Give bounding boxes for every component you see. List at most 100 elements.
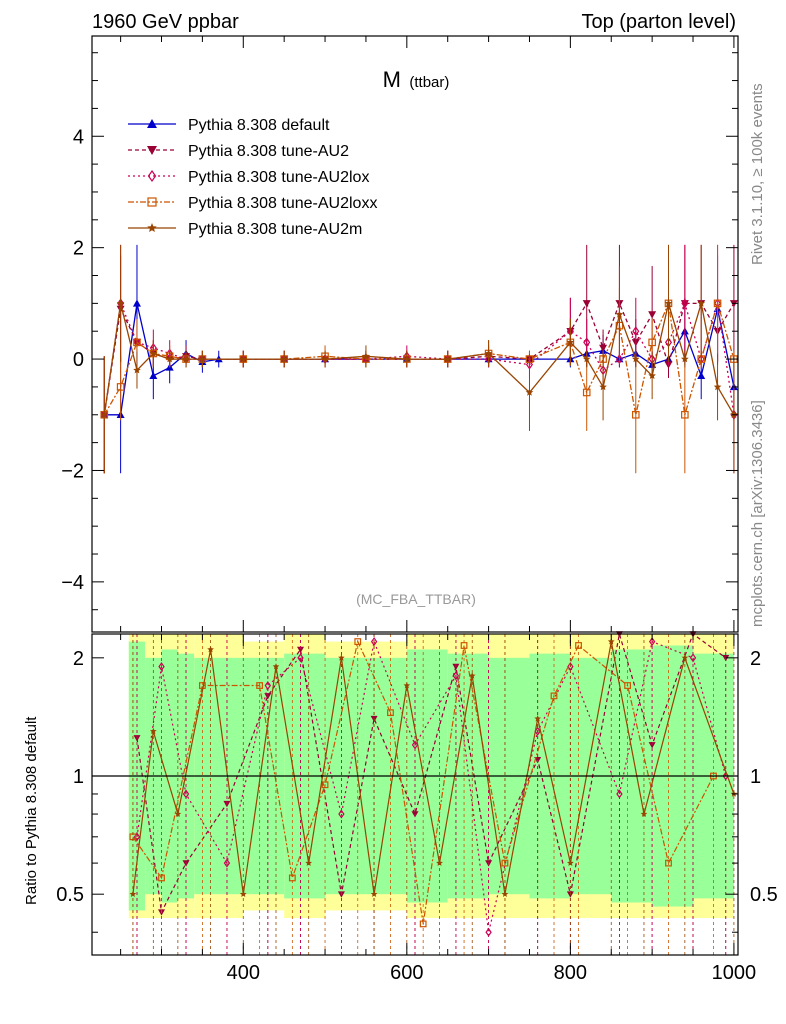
star-marker xyxy=(182,355,190,363)
star-marker xyxy=(501,890,509,897)
square-marker xyxy=(648,338,656,347)
triangle-down-marker xyxy=(648,311,657,319)
mcplots-label: mcplots.cern.ch [arXiv:1306.3436] xyxy=(749,400,766,627)
star-marker xyxy=(165,355,174,363)
star-marker xyxy=(436,859,443,866)
square-marker xyxy=(582,388,591,397)
star-marker xyxy=(681,654,689,661)
square-marker xyxy=(624,682,632,689)
star-marker xyxy=(149,349,158,357)
star-marker xyxy=(567,859,574,866)
star-marker xyxy=(362,352,370,360)
square-marker xyxy=(158,874,165,882)
square-marker xyxy=(387,709,394,717)
triangle-down-marker xyxy=(599,344,608,352)
ratio-xtick-label: 400 xyxy=(227,962,260,984)
square-marker xyxy=(133,338,141,347)
star-marker xyxy=(198,355,207,363)
star-marker xyxy=(525,388,534,396)
star-marker xyxy=(607,638,615,645)
legend-entry-4: Pythia 8.308 tune-AU2m xyxy=(128,221,362,238)
star-marker xyxy=(582,355,591,363)
star-marker xyxy=(648,371,656,379)
square-marker xyxy=(256,682,264,689)
main-ytick-label: −2 xyxy=(61,460,84,482)
ratio-series-line xyxy=(132,639,715,924)
ratio-series-3 xyxy=(129,634,738,955)
ratio-ytick-label: 2 xyxy=(73,648,84,670)
star-marker xyxy=(272,663,280,670)
diamond-marker xyxy=(583,337,591,348)
star-marker xyxy=(403,682,411,689)
triangle-down-marker xyxy=(582,300,591,308)
triangle-down-marker xyxy=(147,146,157,155)
diamond-marker xyxy=(411,740,419,750)
main-series-4 xyxy=(100,244,738,474)
ratio-xtick-label: 1000 xyxy=(712,962,757,984)
header-left: 1960 GeV ppbar xyxy=(92,11,239,33)
star-marker xyxy=(239,890,247,897)
square-marker xyxy=(419,920,427,928)
ratio-xtick-label: 600 xyxy=(390,962,423,984)
square-marker xyxy=(116,383,125,391)
diamond-marker xyxy=(338,809,345,819)
diamond-marker xyxy=(648,637,656,647)
diamond-marker xyxy=(485,927,492,937)
main-ytick-label: 0 xyxy=(73,349,84,371)
legend-entry-3: Pythia 8.308 tune-AU2loxx xyxy=(128,195,377,212)
star-marker xyxy=(681,355,689,363)
star-marker xyxy=(713,382,722,391)
star-marker xyxy=(174,810,182,817)
header-right: Top (parton level) xyxy=(581,11,736,33)
rivet-label: Rivet 3.1.10, ≥ 100k events xyxy=(749,83,766,265)
square-marker xyxy=(147,197,157,207)
square-marker xyxy=(713,299,722,308)
legend-label: Pythia 8.308 tune-AU2m xyxy=(188,221,362,238)
triangle-marker xyxy=(697,371,706,379)
triangle-marker xyxy=(132,299,141,307)
legend-label: Pythia 8.308 default xyxy=(188,117,330,134)
square-marker xyxy=(681,410,689,419)
diamond-marker xyxy=(370,637,378,647)
main-ytick-label: 4 xyxy=(73,126,84,148)
star-marker xyxy=(207,646,214,653)
main-ytick-label: 2 xyxy=(73,238,84,260)
square-marker xyxy=(631,410,640,419)
analysis-tag: (MC_FBA_TTBAR) xyxy=(356,591,476,607)
ratio-panel-series xyxy=(129,631,738,955)
star-marker xyxy=(664,299,673,307)
triangle-down-marker xyxy=(648,742,656,749)
ratio-ytick-label: 1 xyxy=(73,766,84,788)
main-series-line xyxy=(103,300,735,416)
star-marker xyxy=(468,672,476,679)
star-marker xyxy=(100,410,109,418)
square-marker xyxy=(460,642,468,649)
triangle-down-marker xyxy=(297,646,305,654)
star-marker xyxy=(697,299,705,307)
ratio-ytick-label-right: 0.5 xyxy=(750,884,778,906)
square-marker xyxy=(665,859,672,867)
star-marker xyxy=(640,810,648,817)
diamond-marker xyxy=(182,789,190,799)
legend-entry-0: Pythia 8.308 default xyxy=(128,117,330,134)
main-series-line xyxy=(103,300,735,416)
star-marker xyxy=(632,355,640,363)
main-title-m: M xyxy=(383,67,401,92)
star-marker xyxy=(129,890,137,897)
legend-entry-1: Pythia 8.308 tune-AU2 xyxy=(128,143,349,160)
star-marker xyxy=(147,223,157,232)
main-title: M (ttbar) xyxy=(383,67,450,92)
ratio-xtick-label: 800 xyxy=(554,962,587,984)
square-marker xyxy=(321,781,329,789)
star-marker xyxy=(534,715,541,722)
star-marker xyxy=(321,355,329,363)
star-marker xyxy=(403,355,411,363)
star-marker xyxy=(150,727,157,735)
main-title-sub: (ttbar) xyxy=(409,74,449,91)
ratio-ytick-label: 0.5 xyxy=(56,884,84,906)
star-marker xyxy=(133,366,141,374)
square-marker xyxy=(501,859,509,867)
main-ytick-label: −4 xyxy=(61,572,84,594)
diamond-marker xyxy=(297,653,304,663)
